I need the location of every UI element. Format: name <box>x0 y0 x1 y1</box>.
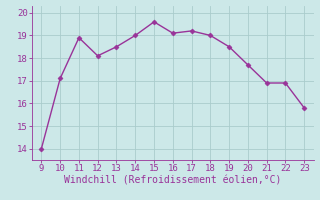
X-axis label: Windchill (Refroidissement éolien,°C): Windchill (Refroidissement éolien,°C) <box>64 176 282 186</box>
